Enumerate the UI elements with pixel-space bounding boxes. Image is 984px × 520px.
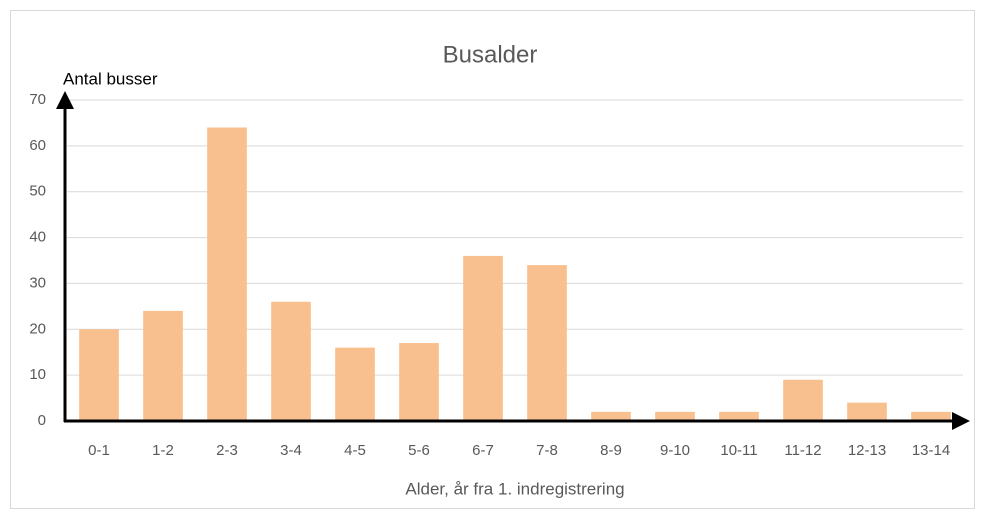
bar bbox=[271, 301, 311, 421]
x-tick-label: 2-3 bbox=[216, 442, 238, 459]
x-tick-label: 8-9 bbox=[600, 442, 622, 459]
x-axis-label: Alder, år fra 1. indregistrering bbox=[405, 479, 624, 498]
x-tick-label: 12-13 bbox=[848, 442, 886, 459]
x-tick-label: 11-12 bbox=[784, 442, 821, 459]
bar bbox=[655, 411, 695, 421]
bar bbox=[847, 402, 887, 421]
x-tick-label: 13-14 bbox=[912, 442, 950, 459]
bar bbox=[911, 411, 951, 421]
y-tick-label: 10 bbox=[29, 366, 46, 383]
y-axis-label: Antal busser bbox=[63, 69, 158, 88]
chart-title: Busalder bbox=[443, 41, 538, 68]
y-tick-label: 0 bbox=[38, 412, 46, 429]
x-tick-label: 7-8 bbox=[536, 442, 558, 459]
x-tick-label: 4-5 bbox=[344, 442, 366, 459]
bar bbox=[463, 255, 503, 421]
bar bbox=[527, 265, 567, 421]
bar bbox=[591, 411, 631, 421]
y-tick-label: 30 bbox=[29, 274, 46, 291]
y-tick-label: 40 bbox=[29, 229, 46, 246]
x-tick-label: 10-11 bbox=[720, 442, 757, 459]
x-tick-label: 5-6 bbox=[408, 442, 430, 459]
x-tick-label: 1-2 bbox=[152, 442, 174, 459]
bar bbox=[399, 343, 439, 421]
y-tick-label: 60 bbox=[29, 137, 46, 154]
y-tick-label: 20 bbox=[29, 320, 46, 337]
bar bbox=[207, 127, 247, 421]
bar bbox=[783, 379, 823, 421]
x-tick-label: 9-10 bbox=[660, 442, 690, 459]
x-tick-label: 0-1 bbox=[88, 442, 110, 459]
x-tick-label: 3-4 bbox=[280, 442, 302, 459]
x-tick-label: 6-7 bbox=[472, 442, 494, 459]
bar bbox=[719, 411, 759, 421]
bar bbox=[335, 347, 375, 421]
bar bbox=[79, 329, 119, 421]
bar bbox=[143, 310, 183, 421]
y-tick-label: 50 bbox=[29, 183, 46, 200]
y-tick-label: 70 bbox=[29, 91, 46, 108]
